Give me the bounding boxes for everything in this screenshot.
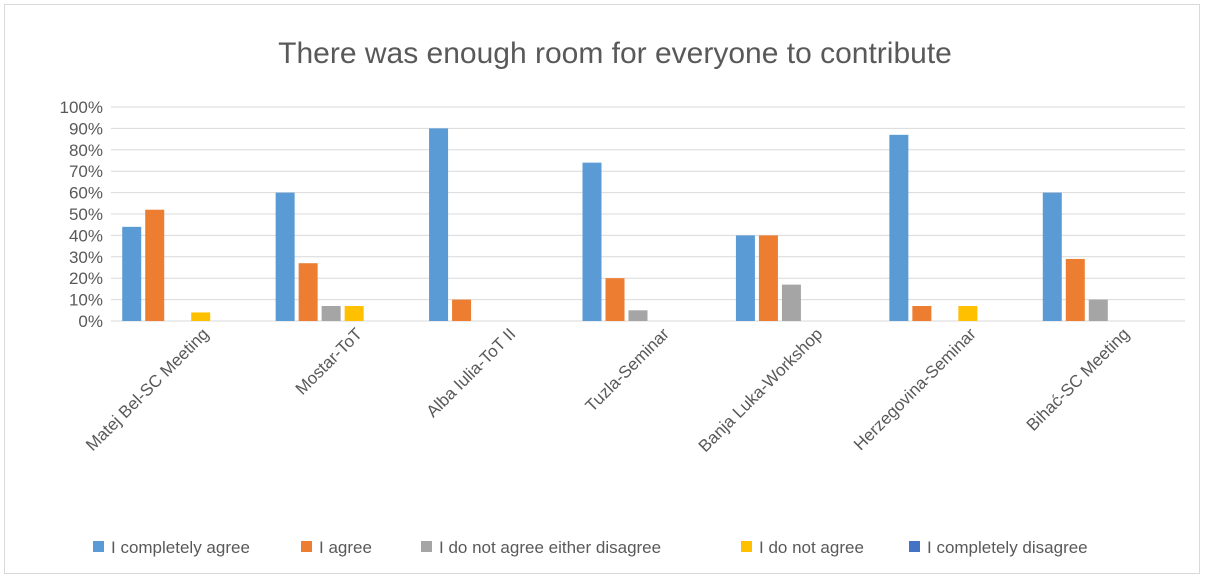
x-tick-label: Herzegovina-Seminar bbox=[850, 324, 980, 454]
legend: I completely agree I agree I do not agree … bbox=[93, 538, 1088, 557]
bar-1-3 bbox=[429, 128, 449, 321]
chart-frame: There was enough room for everyone to co… bbox=[4, 4, 1200, 574]
x-tick-label: Matej Bel-SC Meeting bbox=[82, 324, 212, 454]
bar-2-7 bbox=[1065, 258, 1085, 321]
bar-2-6 bbox=[912, 306, 932, 321]
y-tick-label: 80% bbox=[69, 141, 103, 160]
x-axis-ticks: Matej Bel-SC Meeting Mostar-ToT Alba Iulia… bbox=[82, 324, 1133, 456]
legend-label: I do not agree either disagree bbox=[439, 538, 661, 557]
y-tick-label: 30% bbox=[69, 248, 103, 267]
y-tick-label: 50% bbox=[69, 205, 103, 224]
bar-chart: There was enough room for everyone to co… bbox=[60, 37, 1185, 557]
bar-1-4 bbox=[582, 162, 602, 321]
bar-4-2 bbox=[344, 306, 364, 321]
legend-swatch bbox=[301, 541, 312, 552]
bar-2-4 bbox=[605, 278, 625, 321]
bar-4-6 bbox=[958, 306, 978, 321]
y-tick-label: 0% bbox=[78, 312, 103, 331]
bar-2-5 bbox=[758, 235, 778, 321]
y-tick-label: 10% bbox=[69, 291, 103, 310]
y-tick-label: 20% bbox=[69, 269, 103, 288]
legend-swatch bbox=[93, 541, 104, 552]
bar-3-7 bbox=[1088, 299, 1108, 321]
bar-1-1 bbox=[122, 226, 142, 321]
x-tick-label: Mostar-ToT bbox=[292, 324, 366, 398]
y-axis-ticks: 0% 10% 20% 30% 40% 50% 60% 70% 80% 90% 100% bbox=[60, 98, 103, 331]
y-tick-label: 60% bbox=[69, 184, 103, 203]
y-tick-label: 70% bbox=[69, 162, 103, 181]
bar-3-5 bbox=[781, 284, 801, 321]
bar-2-1 bbox=[145, 209, 165, 321]
legend-label: I agree bbox=[319, 538, 372, 557]
y-tick-label: 40% bbox=[69, 226, 103, 245]
bar-3-2 bbox=[321, 306, 341, 321]
x-tick-label: Banja Luka-Workshop bbox=[695, 324, 826, 455]
legend-swatch bbox=[421, 541, 432, 552]
bar-1-5 bbox=[735, 235, 755, 321]
legend-swatch bbox=[909, 541, 920, 552]
x-tick-label: Tuzla-Seminar bbox=[582, 324, 673, 415]
bar-1-2 bbox=[275, 192, 295, 321]
legend-label: I completely agree bbox=[111, 538, 250, 557]
bar-2-2 bbox=[298, 263, 318, 321]
gridlines bbox=[111, 106, 1185, 322]
x-tick-label: Bihać-SC Meeting bbox=[1023, 324, 1133, 434]
legend-label: I completely disagree bbox=[927, 538, 1088, 557]
chart-title: There was enough room for everyone to co… bbox=[278, 37, 952, 70]
bar-3-4 bbox=[628, 310, 648, 321]
y-tick-label: 90% bbox=[69, 119, 103, 138]
bars bbox=[122, 128, 1108, 321]
bar-1-7 bbox=[1042, 192, 1062, 321]
bar-1-6 bbox=[889, 134, 909, 321]
legend-label: I do not agree bbox=[759, 538, 864, 557]
bar-4-1 bbox=[191, 312, 211, 321]
y-tick-label: 100% bbox=[60, 98, 103, 117]
bar-2-3 bbox=[452, 299, 472, 321]
legend-swatch bbox=[741, 541, 752, 552]
x-tick-label: Alba Iulia-ToT II bbox=[423, 324, 520, 421]
